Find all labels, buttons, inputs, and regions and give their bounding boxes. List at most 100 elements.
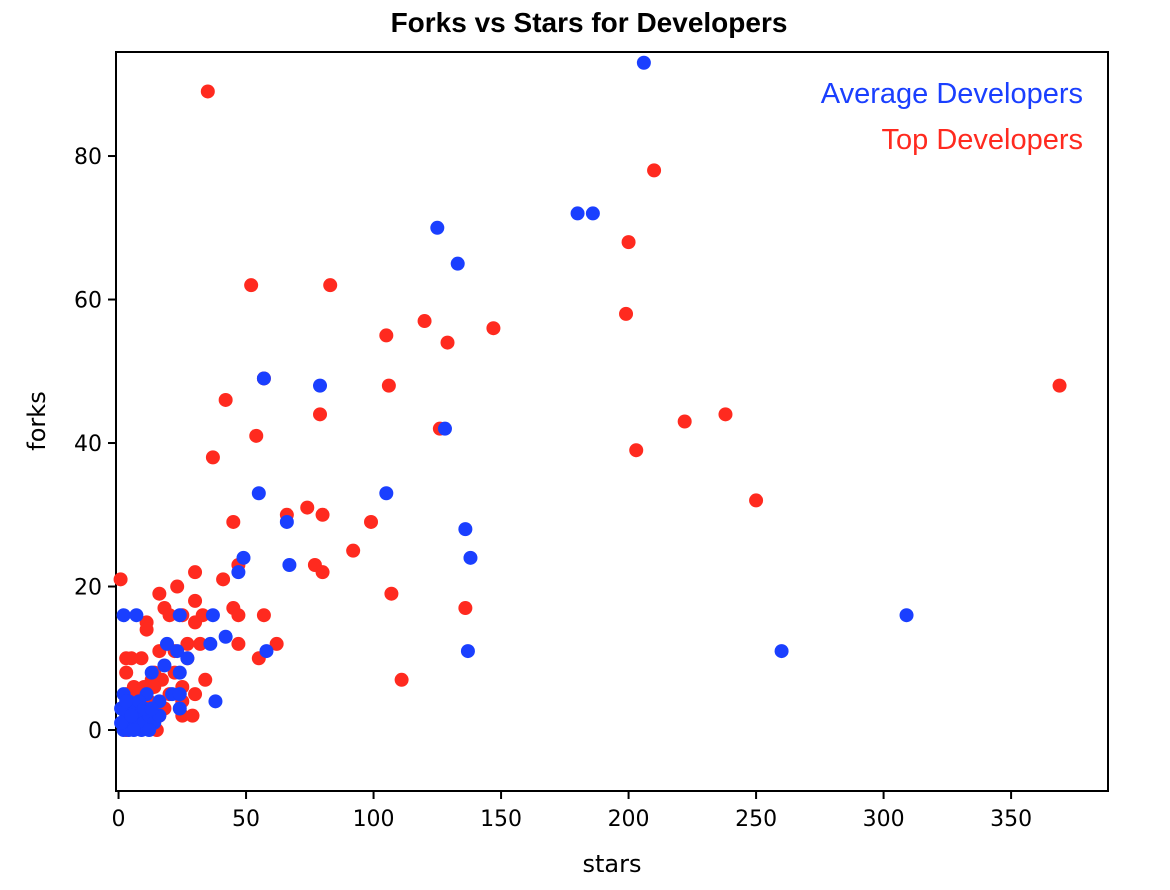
- point-top-developers: [231, 636, 246, 651]
- x-tick-label: 0: [112, 807, 126, 832]
- point-top-developers: [313, 407, 328, 422]
- point-average-developers: [899, 608, 914, 623]
- point-top-developers: [647, 163, 662, 178]
- point-average-developers: [313, 378, 328, 393]
- point-average-developers: [570, 206, 585, 221]
- point-average-developers: [259, 644, 274, 659]
- point-top-developers: [193, 636, 208, 651]
- point-top-developers: [200, 84, 215, 99]
- point-top-developers: [139, 622, 154, 637]
- point-average-developers: [437, 421, 452, 436]
- point-average-developers: [114, 715, 129, 730]
- x-tick-label: 150: [480, 807, 522, 832]
- point-average-developers: [144, 665, 159, 680]
- y-axis: 0 20 40 60 80: [74, 145, 116, 744]
- point-average-developers: [256, 371, 271, 386]
- point-top-developers: [1052, 378, 1067, 393]
- point-top-developers: [152, 586, 167, 601]
- point-top-developers: [315, 565, 330, 580]
- legend-entry-top-developers: Top Developers: [882, 124, 1084, 156]
- point-top-developers: [718, 407, 733, 422]
- chart-title: Forks vs Stars for Developers: [391, 7, 788, 38]
- point-average-developers: [458, 522, 473, 537]
- point-top-developers: [134, 651, 149, 666]
- y-axis-label: forks: [23, 391, 51, 450]
- point-average-developers: [460, 644, 475, 659]
- point-top-developers: [188, 615, 203, 630]
- point-top-developers: [170, 579, 185, 594]
- point-average-developers: [172, 608, 187, 623]
- point-top-developers: [315, 507, 330, 522]
- y-tick-label: 40: [74, 432, 102, 457]
- point-average-developers: [126, 723, 141, 738]
- point-average-developers: [774, 644, 789, 659]
- point-average-developers: [282, 557, 297, 572]
- point-top-developers: [379, 328, 394, 343]
- x-tick-label: 100: [353, 807, 395, 832]
- x-tick-label: 350: [990, 807, 1032, 832]
- point-average-developers: [450, 256, 465, 271]
- point-top-developers: [394, 672, 409, 687]
- point-average-developers: [379, 486, 394, 501]
- point-average-developers: [157, 658, 172, 673]
- point-average-developers: [231, 565, 246, 580]
- x-tick-label: 50: [232, 807, 260, 832]
- point-top-developers: [300, 500, 315, 515]
- point-top-developers: [119, 665, 134, 680]
- x-axis-label: stars: [583, 850, 642, 878]
- y-tick-label: 0: [88, 719, 102, 744]
- y-tick-label: 20: [74, 576, 102, 601]
- point-top-developers: [113, 572, 128, 587]
- point-average-developers: [203, 636, 218, 651]
- y-tick-label: 80: [74, 145, 102, 170]
- point-average-developers: [205, 608, 220, 623]
- point-average-developers: [279, 514, 294, 529]
- point-average-developers: [172, 687, 187, 702]
- point-average-developers: [170, 644, 185, 659]
- point-average-developers: [129, 608, 144, 623]
- point-top-developers: [440, 335, 455, 350]
- point-top-developers: [621, 235, 636, 250]
- x-tick-label: 250: [735, 807, 777, 832]
- point-average-developers: [236, 550, 251, 565]
- point-top-developers: [384, 586, 399, 601]
- point-average-developers: [218, 629, 233, 644]
- point-top-developers: [323, 278, 338, 293]
- point-top-developers: [364, 514, 379, 529]
- legend: Average Developers Top Developers: [821, 78, 1083, 156]
- point-top-developers: [216, 572, 231, 587]
- point-average-developers: [585, 206, 600, 221]
- point-top-developers: [458, 601, 473, 616]
- point-top-developers: [269, 636, 284, 651]
- point-average-developers: [116, 608, 131, 623]
- point-top-developers: [185, 708, 200, 723]
- x-axis: 0 50 100 150 200 250 300 350: [112, 791, 1032, 832]
- x-tick-label: 200: [608, 807, 650, 832]
- point-average-developers: [172, 701, 187, 716]
- point-top-developers: [198, 672, 213, 687]
- x-tick-label: 300: [863, 807, 905, 832]
- point-average-developers: [251, 486, 266, 501]
- point-top-developers: [629, 443, 644, 458]
- point-average-developers: [430, 220, 445, 235]
- point-top-developers: [188, 565, 203, 580]
- point-average-developers: [636, 55, 651, 70]
- plot-frame: [115, 51, 1109, 792]
- point-average-developers: [172, 665, 187, 680]
- point-top-developers: [677, 414, 692, 429]
- point-average-developers: [142, 723, 157, 738]
- point-top-developers: [205, 450, 220, 465]
- data-points: [113, 55, 1067, 738]
- point-average-developers: [124, 708, 139, 723]
- point-top-developers: [619, 306, 634, 321]
- point-top-developers: [188, 593, 203, 608]
- point-top-developers: [226, 514, 241, 529]
- point-top-developers: [188, 687, 203, 702]
- point-top-developers: [381, 378, 396, 393]
- point-top-developers: [256, 608, 271, 623]
- point-top-developers: [346, 543, 361, 558]
- point-top-developers: [244, 278, 259, 293]
- point-top-developers: [249, 428, 264, 443]
